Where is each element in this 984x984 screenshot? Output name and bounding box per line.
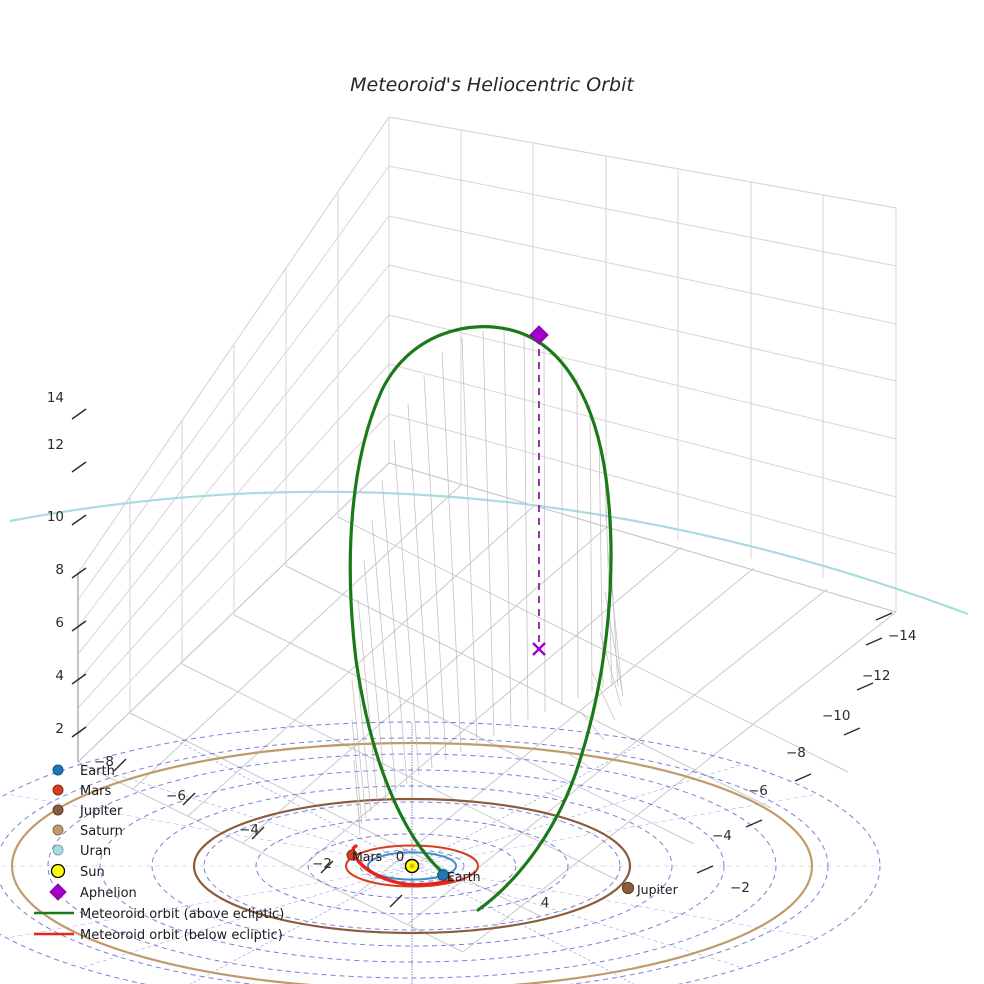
z-tick-4: 4 xyxy=(55,668,64,684)
x-tick-neg4: −4 xyxy=(239,822,259,838)
orbit-mars xyxy=(345,844,479,888)
mars-marker-icon xyxy=(52,784,64,796)
orbit-uranus xyxy=(9,490,969,616)
z-tick-2: 2 xyxy=(55,721,64,737)
y-axis-ticks xyxy=(696,612,893,874)
earth-marker-icon xyxy=(52,764,64,776)
z-tick-12: 12 xyxy=(47,437,64,453)
pane-right-wall xyxy=(388,116,897,613)
legend-item-aphelion[interactable]: Aphelion xyxy=(49,883,137,901)
legend: Earth Mars Jupiter Saturn Uran xyxy=(34,764,284,943)
z-tick-10: 10 xyxy=(47,509,64,525)
orbit-projection-lines xyxy=(351,329,624,837)
legend-label-sun: Sun xyxy=(80,865,105,880)
legend-item-jupiter[interactable]: Jupiter xyxy=(52,804,123,819)
x-tick-4: 4 xyxy=(541,895,550,911)
legend-label-uranus: Uran xyxy=(80,844,111,859)
legend-label-earth: Earth xyxy=(80,764,115,779)
marker-earth xyxy=(437,869,449,881)
y-tick-neg14: −14 xyxy=(888,628,917,644)
z-axis-ticks xyxy=(71,408,87,738)
x-tick-0: 0 xyxy=(396,849,405,865)
aphelion-marker xyxy=(529,325,549,345)
legend-item-mars[interactable]: Mars xyxy=(52,784,112,799)
sun-marker-icon xyxy=(50,863,66,879)
y-tick-neg6: −6 xyxy=(748,783,768,799)
legend-item-orbit-above[interactable]: Meteoroid orbit (above ecliptic) xyxy=(34,907,284,922)
z-tick-14: 14 xyxy=(47,390,64,406)
page-title: Meteoroid's Heliocentric Orbit xyxy=(350,74,634,96)
legend-label-saturn: Saturn xyxy=(80,824,123,839)
orbit-earth xyxy=(367,851,457,881)
meteoroid-orbit-above-ecliptic xyxy=(348,325,613,912)
marker-sun xyxy=(404,858,420,874)
aphelion-diamond-icon xyxy=(49,883,67,901)
pane-left-wall xyxy=(77,115,390,764)
legend-item-orbit-below[interactable]: Meteoroid orbit (below ecliptic) xyxy=(34,928,283,943)
legend-label-aphelion: Aphelion xyxy=(80,886,137,901)
marker-jupiter xyxy=(621,881,635,895)
legend-item-saturn[interactable]: Saturn xyxy=(52,824,123,839)
y-tick-neg12: −12 xyxy=(862,668,891,684)
uranus-marker-icon xyxy=(52,844,64,856)
jupiter-marker-icon xyxy=(52,804,64,816)
legend-label-orbit-above: Meteoroid orbit (above ecliptic) xyxy=(80,907,284,922)
saturn-marker-icon xyxy=(52,824,64,836)
x-axis-ticks xyxy=(113,758,403,908)
x-tick-neg8: −8 xyxy=(94,754,114,770)
y-tick-neg8: −8 xyxy=(786,745,806,761)
label-earth: Earth xyxy=(447,869,481,884)
legend-label-jupiter: Jupiter xyxy=(79,804,123,819)
legend-label-mars: Mars xyxy=(80,784,112,799)
ecliptic-polar-grid xyxy=(0,721,881,984)
x-tick-neg2: −2 xyxy=(312,856,332,872)
legend-label-orbit-below: Meteoroid orbit (below ecliptic) xyxy=(80,928,283,943)
y-tick-neg10: −10 xyxy=(822,708,851,724)
label-mars: Mars xyxy=(352,849,382,864)
x-tick-neg6: −6 xyxy=(166,788,186,804)
z-tick-8: 8 xyxy=(55,562,64,578)
marker-mars xyxy=(346,849,358,861)
orbit-saturn xyxy=(11,741,813,984)
orbit-jupiter xyxy=(192,797,632,935)
z-tick-6: 6 xyxy=(55,615,64,631)
aphelion-ground-marker xyxy=(532,642,546,656)
label-jupiter: Jupiter xyxy=(636,882,679,897)
y-tick-neg2: −2 xyxy=(730,880,750,896)
legend-item-uranus[interactable]: Uran xyxy=(52,844,111,859)
y-tick-neg4: −4 xyxy=(712,828,732,844)
legend-item-earth[interactable]: Earth xyxy=(52,764,115,779)
legend-item-sun[interactable]: Sun xyxy=(50,863,105,881)
